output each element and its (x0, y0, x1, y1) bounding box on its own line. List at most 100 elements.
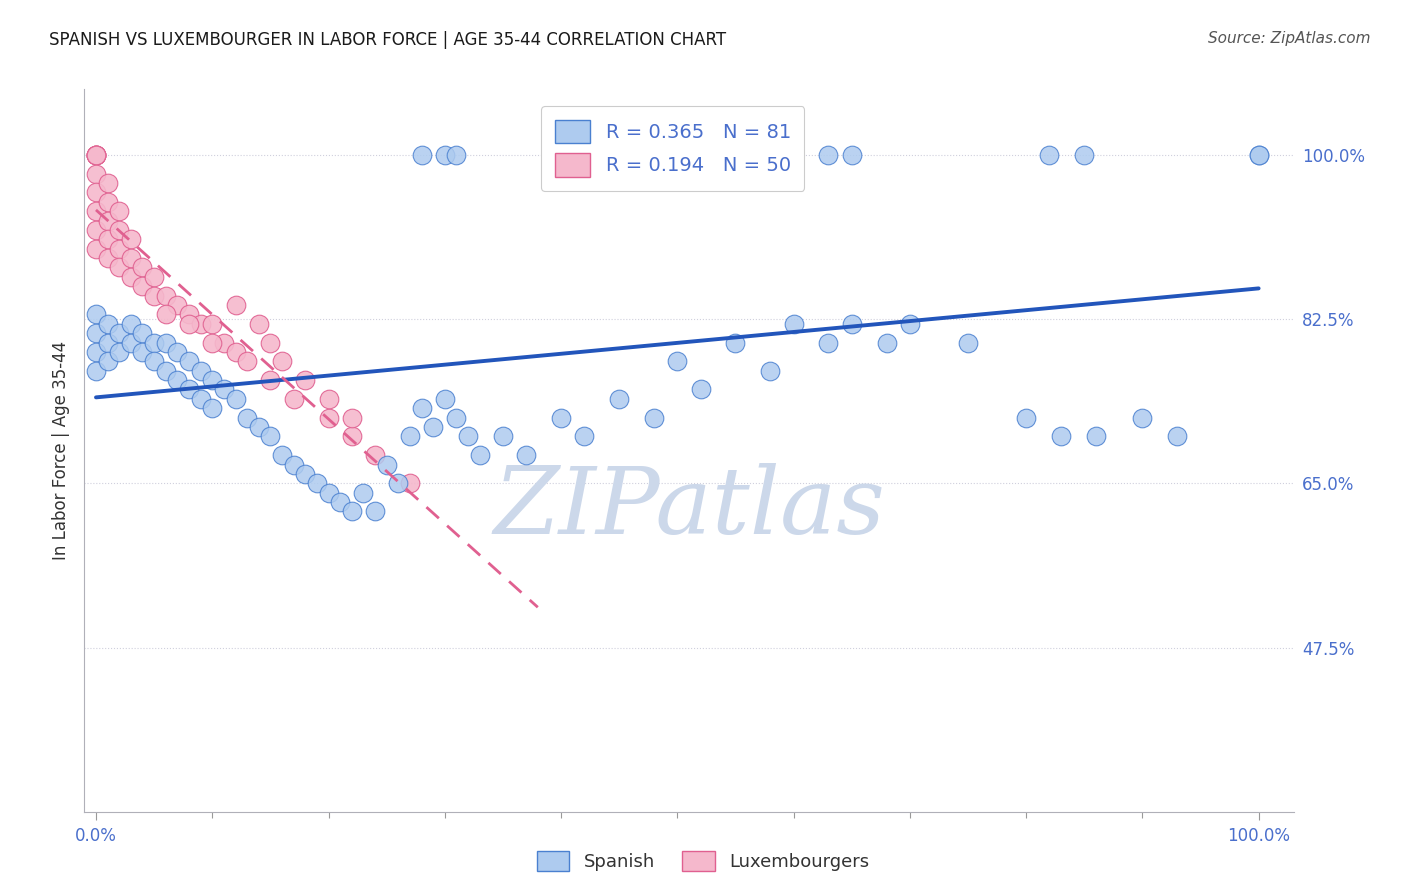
Point (84, 242, 107, 256)
Point (492, 429, 515, 443)
Point (108, 204, 131, 219)
Point (201, 317, 224, 331)
Point (294, 373, 316, 387)
Point (1247, 148, 1270, 162)
Point (446, 148, 468, 162)
Point (283, 392, 305, 406)
Point (841, 148, 863, 162)
Y-axis label: In Labor Force | Age 35-44: In Labor Force | Age 35-44 (52, 341, 70, 560)
Point (666, 148, 689, 162)
Point (411, 401, 433, 416)
Point (84, 148, 107, 162)
Point (422, 420, 444, 434)
Point (177, 317, 200, 331)
Point (294, 467, 316, 481)
Point (84, 148, 107, 162)
Point (143, 288, 166, 302)
Point (433, 148, 456, 162)
Point (259, 335, 281, 350)
Point (155, 288, 177, 302)
Point (212, 383, 235, 397)
Point (678, 148, 700, 162)
Point (143, 269, 166, 284)
Point (643, 148, 665, 162)
Point (1015, 410, 1038, 425)
Point (399, 429, 422, 443)
Point (318, 485, 340, 500)
Point (375, 458, 398, 472)
Point (84, 204, 107, 219)
Point (225, 345, 247, 359)
Point (84, 345, 107, 359)
Point (340, 429, 363, 443)
Point (155, 307, 177, 321)
Point (97, 251, 120, 265)
Point (411, 148, 433, 162)
Point (329, 495, 352, 509)
Point (190, 364, 212, 378)
Point (108, 345, 131, 359)
Point (143, 335, 166, 350)
Point (108, 223, 131, 237)
Point (607, 392, 630, 406)
Point (120, 317, 142, 331)
Point (201, 335, 224, 350)
Point (212, 335, 235, 350)
Point (155, 364, 177, 378)
Point (352, 485, 374, 500)
Point (446, 410, 468, 425)
Legend: Spanish, Luxembourgers: Spanish, Luxembourgers (530, 844, 876, 879)
Point (84, 148, 107, 162)
Point (1166, 429, 1188, 443)
Point (515, 448, 537, 462)
Point (177, 354, 200, 368)
Point (817, 335, 839, 350)
Point (574, 429, 596, 443)
Point (247, 317, 270, 331)
Point (1247, 148, 1270, 162)
Point (190, 392, 212, 406)
Point (97, 213, 120, 227)
Point (1073, 148, 1095, 162)
Point (724, 335, 747, 350)
Point (236, 354, 259, 368)
Point (387, 476, 409, 491)
Point (340, 410, 363, 425)
Point (177, 307, 200, 321)
Point (817, 148, 839, 162)
Point (1132, 410, 1154, 425)
Point (271, 354, 294, 368)
Point (468, 448, 491, 462)
Point (1038, 148, 1060, 162)
Point (898, 317, 921, 331)
Point (305, 476, 328, 491)
Point (956, 335, 979, 350)
Point (340, 504, 363, 518)
Point (283, 458, 305, 472)
Legend: R = 0.365   N = 81, R = 0.194   N = 50: R = 0.365 N = 81, R = 0.194 N = 50 (541, 106, 804, 191)
Point (457, 429, 479, 443)
Point (399, 476, 422, 491)
Point (108, 260, 131, 275)
Point (876, 335, 898, 350)
Point (131, 326, 153, 341)
Point (364, 448, 387, 462)
Point (84, 167, 107, 181)
Point (364, 504, 387, 518)
Point (84, 148, 107, 162)
Point (841, 317, 863, 331)
Point (97, 317, 120, 331)
Point (120, 335, 142, 350)
Point (131, 260, 153, 275)
Point (259, 373, 281, 387)
Point (782, 317, 804, 331)
Point (259, 429, 281, 443)
Point (318, 410, 340, 425)
Point (666, 354, 689, 368)
Point (143, 354, 166, 368)
Point (201, 373, 224, 387)
Point (97, 194, 120, 209)
Point (247, 420, 270, 434)
Point (120, 232, 142, 246)
Point (155, 335, 177, 350)
